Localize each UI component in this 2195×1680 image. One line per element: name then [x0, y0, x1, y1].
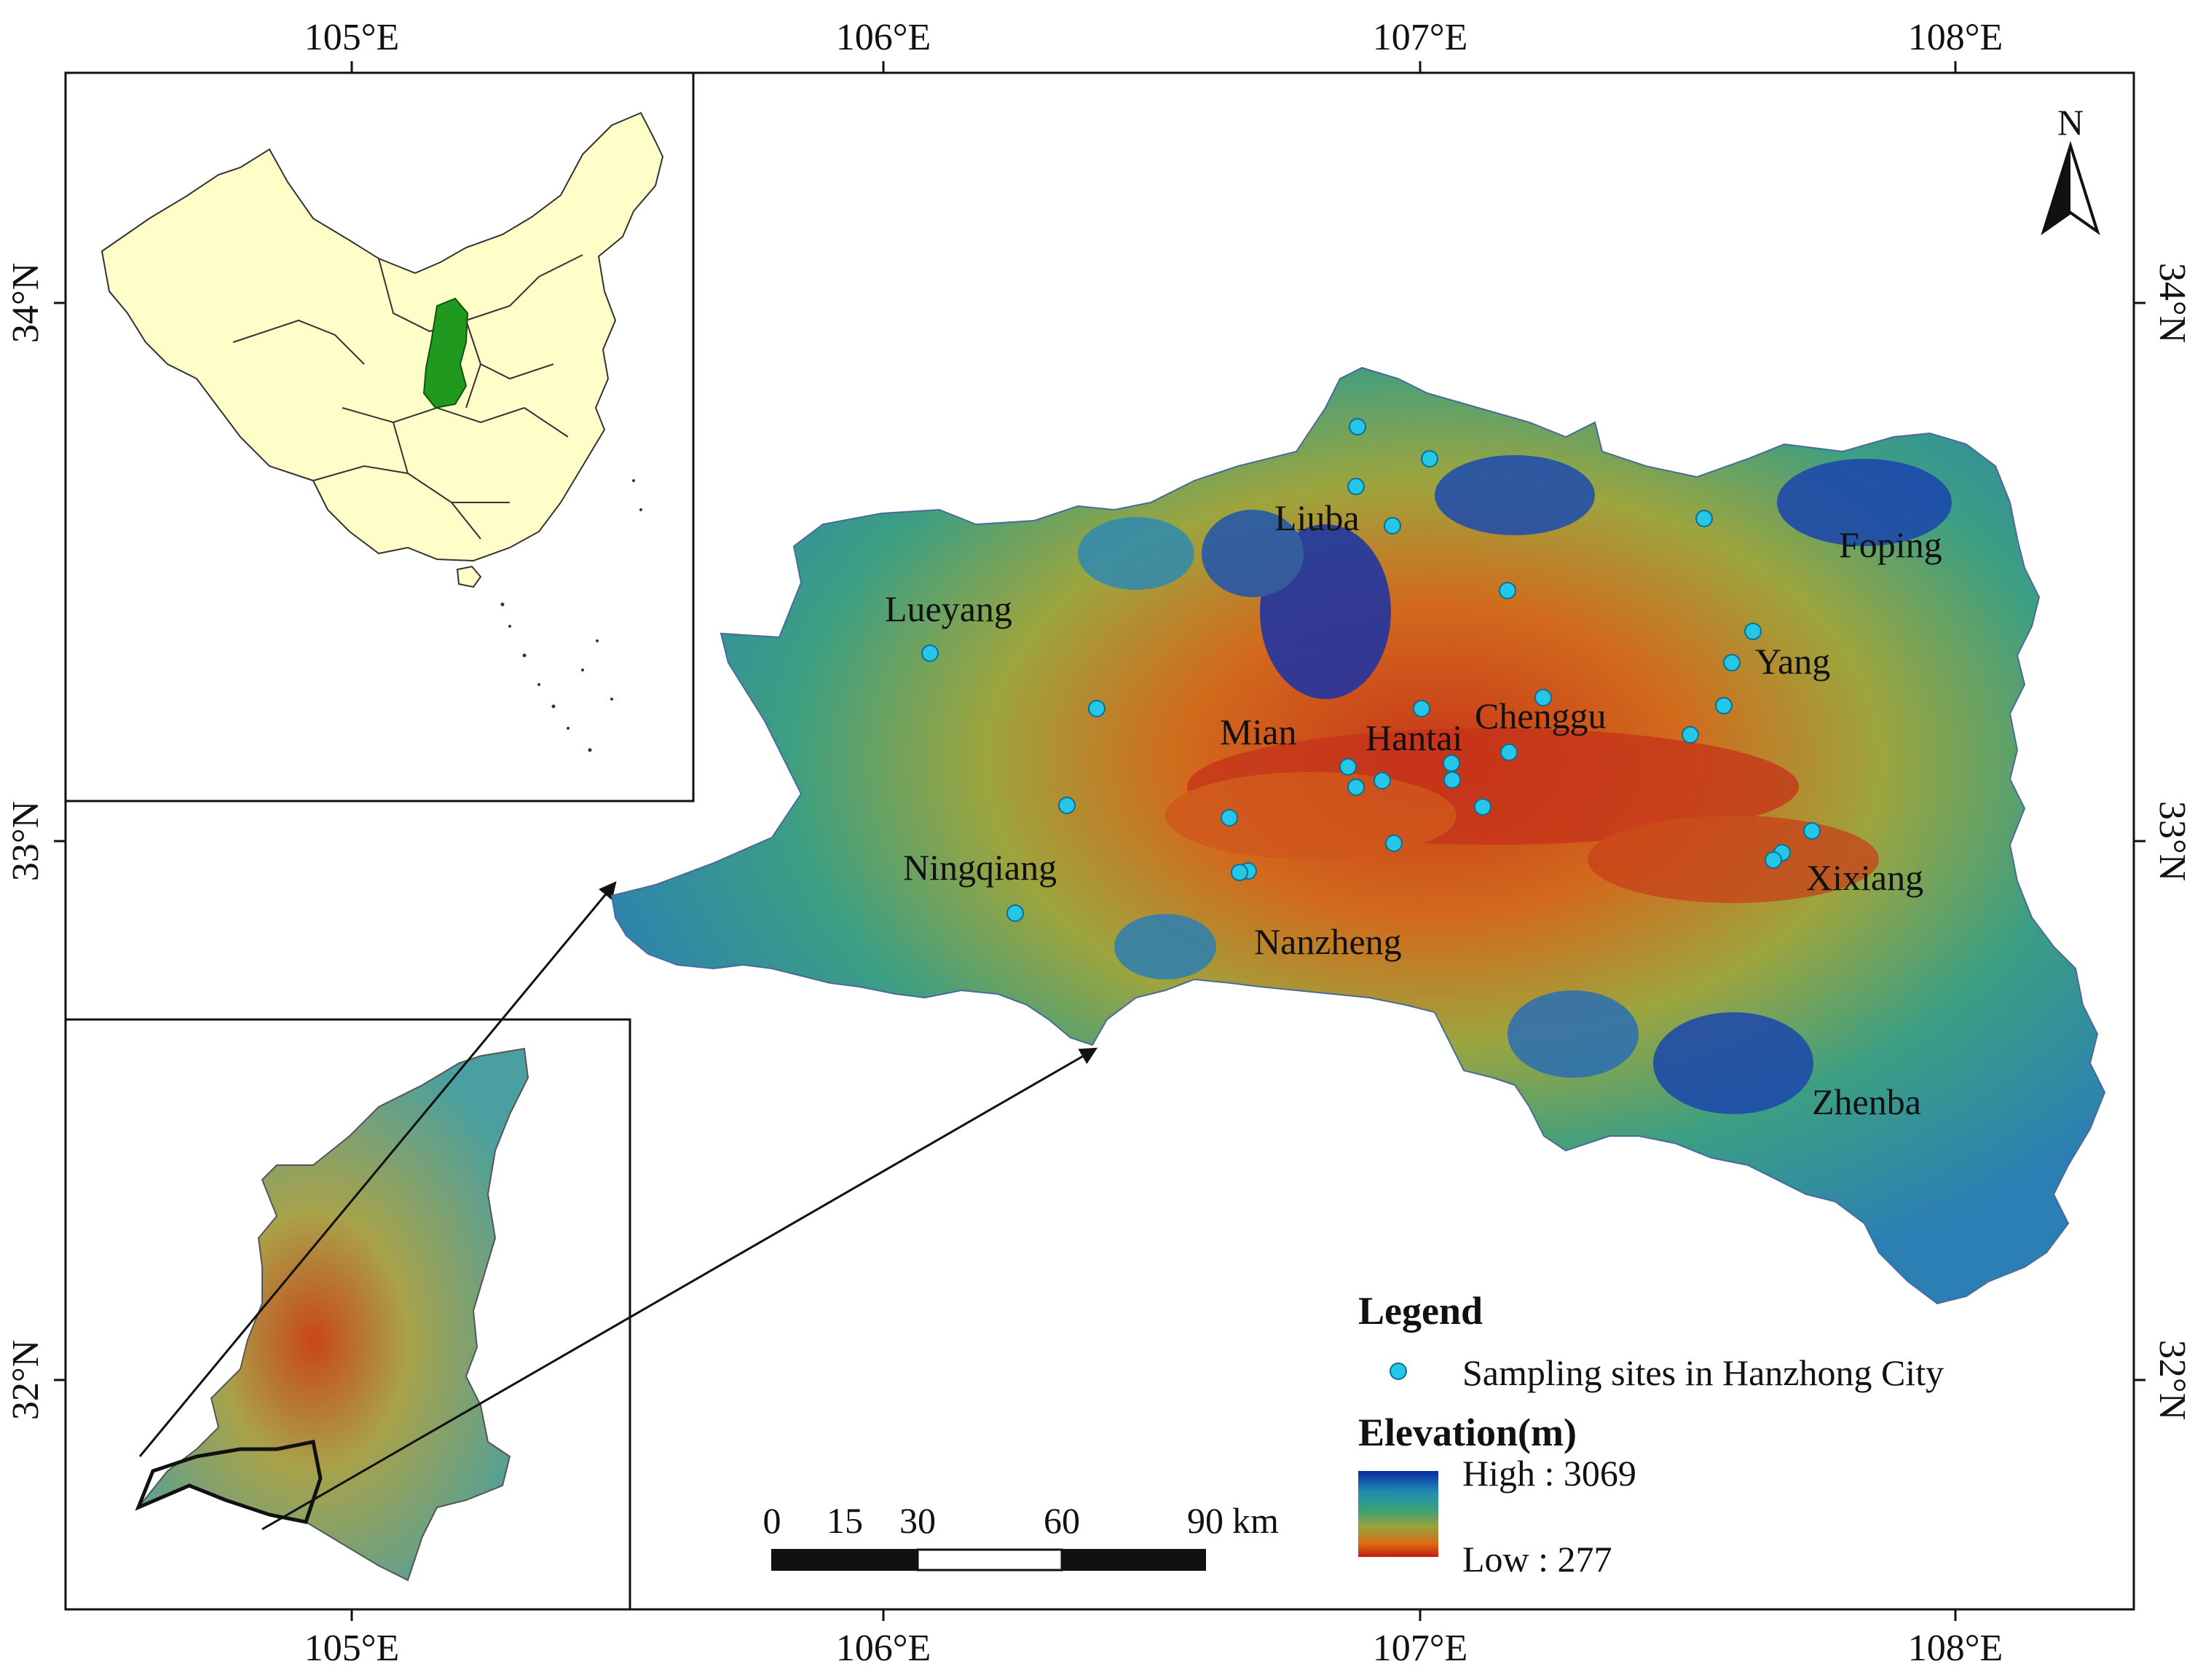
- sampling-site-marker: [1088, 700, 1106, 717]
- sampling-site-marker: [1349, 418, 1366, 435]
- place-label-mian: Mian: [1220, 711, 1297, 752]
- scale-tick-label: 90: [1187, 1500, 1223, 1541]
- sampling-site-marker: [1347, 778, 1365, 796]
- north-arrow: N: [2041, 102, 2100, 236]
- sampling-site-marker: [1534, 689, 1552, 706]
- lon-label-top: 106°E: [836, 17, 931, 58]
- sampling-site-marker: [1058, 797, 1076, 814]
- sampling-site-marker: [1744, 623, 1762, 640]
- sampling-site-marker: [1374, 772, 1391, 789]
- sampling-site-marker: [1006, 904, 1024, 922]
- hanzhong-outline-inset: [135, 1440, 323, 1524]
- place-label-yang: Yang: [1755, 641, 1830, 682]
- lon-label-bottom: 106°E: [836, 1628, 931, 1669]
- sampling-site-marker: [1443, 754, 1460, 772]
- place-label-hantai: Hantai: [1366, 717, 1462, 758]
- lon-label-top: 107°E: [1373, 17, 1468, 58]
- sampling-site-marker: [1384, 517, 1401, 535]
- sampling-site-marker: [1339, 758, 1357, 776]
- elevation-color-ramp: [1358, 1471, 1438, 1557]
- sampling-site-marker: [1231, 864, 1248, 881]
- scale-bar: 0 15 30 60 90 km: [763, 1500, 1279, 1571]
- sampling-site-marker: [921, 644, 939, 662]
- lon-label-bottom: 108°E: [1908, 1628, 2003, 1669]
- scale-segment: [1061, 1549, 1206, 1571]
- lon-label-bottom: 105°E: [304, 1628, 400, 1669]
- china-outline: [101, 111, 664, 562]
- lon-label-top: 108°E: [1908, 17, 2003, 58]
- legend-sites-label: Sampling sites in Hanzhong City: [1462, 1352, 1944, 1393]
- zoom-arrow-upper: [138, 881, 617, 1457]
- hainan-island: [456, 565, 482, 588]
- sampling-site-marker: [1413, 700, 1430, 717]
- lat-label-right: 32°N: [2151, 1340, 2193, 1420]
- sampling-site-marker: [1474, 798, 1491, 816]
- north-arrow-label: N: [2057, 102, 2084, 143]
- place-label-lueyang: Lueyang: [885, 588, 1012, 629]
- sampling-site-marker: [1385, 835, 1403, 852]
- sampling-site-marker: [1723, 654, 1741, 671]
- place-label-ningqiang: Ningqiang: [903, 847, 1057, 888]
- lowland-basin: [1165, 728, 1879, 903]
- lat-label-right: 33°N: [2151, 801, 2193, 881]
- scale-unit-label: km: [1232, 1500, 1279, 1541]
- lon-label-bottom: 107°E: [1373, 1628, 1468, 1669]
- highland-zones: [1078, 455, 1952, 1114]
- lat-label-left: 32°N: [5, 1340, 47, 1420]
- scale-tick-label: 15: [827, 1500, 863, 1541]
- place-label-xixiang: Xixiang: [1806, 857, 1923, 898]
- zoom-arrow-lower: [261, 1047, 1098, 1531]
- shaanxi-highlight: [422, 297, 469, 409]
- sampling-sites: [921, 418, 1821, 922]
- place-label-foping: Foping: [1839, 524, 1942, 565]
- scale-tick-label: 30: [899, 1500, 936, 1541]
- scale-segment: [771, 1549, 846, 1571]
- lat-label-right: 34°N: [2151, 263, 2193, 343]
- south-china-sea-islands: [500, 479, 642, 752]
- sampling-site-marker: [1221, 809, 1238, 827]
- scale-tick-label: 0: [763, 1500, 781, 1541]
- sampling-site-marker: [1443, 771, 1461, 789]
- sampling-site-marker: [1682, 726, 1699, 744]
- lat-label-left: 33°N: [5, 801, 47, 881]
- sampling-site-marker: [1715, 697, 1733, 714]
- place-label-nanzheng: Nanzheng: [1254, 921, 1402, 962]
- legend-site-symbol: [1390, 1362, 1407, 1380]
- scale-tick-label: 60: [1044, 1500, 1080, 1541]
- sampling-site-marker: [1803, 822, 1821, 840]
- sampling-site-marker: [1347, 478, 1365, 495]
- sampling-site-marker: [1421, 450, 1438, 468]
- scale-segment: [916, 1548, 1063, 1571]
- legend-elevation-title: Elevation(m): [1358, 1411, 1577, 1454]
- place-label-liuba: Liuba: [1274, 497, 1360, 538]
- place-label-zhenba: Zhenba: [1812, 1081, 1921, 1122]
- place-label-chenggu: Chenggu: [1475, 695, 1607, 736]
- graticule-ticks: [54, 61, 2145, 1621]
- sampling-site-marker: [1500, 744, 1518, 761]
- legend-high-label: High : 3069: [1462, 1453, 1636, 1494]
- lat-label-left: 34°N: [5, 263, 47, 343]
- scale-segment: [844, 1549, 918, 1571]
- sampling-site-marker: [1499, 582, 1516, 599]
- lon-label-top: 105°E: [304, 17, 400, 58]
- legend: Legend Sampling sites in Hanzhong City E…: [1358, 1289, 1944, 1580]
- legend-low-label: Low : 277: [1462, 1539, 1612, 1580]
- sampling-site-marker: [1765, 851, 1782, 869]
- sampling-site-marker: [1695, 510, 1713, 527]
- legend-title: Legend: [1358, 1289, 1483, 1333]
